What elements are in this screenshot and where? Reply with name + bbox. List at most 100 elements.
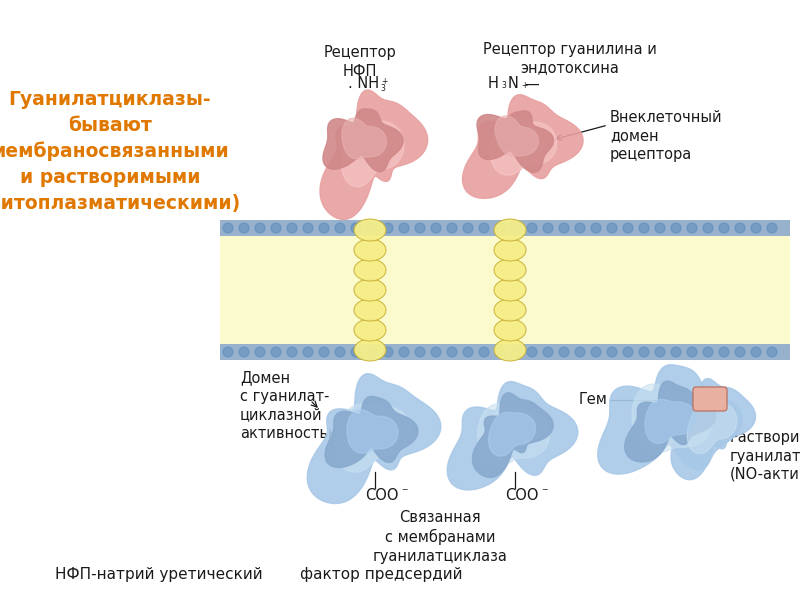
Ellipse shape: [494, 219, 526, 241]
Circle shape: [559, 347, 569, 357]
Polygon shape: [645, 400, 696, 443]
Text: Рецептор
НФП: Рецептор НФП: [324, 45, 396, 79]
Text: Гем: Гем: [579, 392, 608, 407]
Circle shape: [335, 223, 345, 233]
Text: COO: COO: [505, 487, 538, 503]
Circle shape: [463, 347, 473, 357]
Circle shape: [719, 223, 729, 233]
Polygon shape: [632, 384, 712, 453]
Text: $_3$: $_3$: [501, 80, 507, 92]
Circle shape: [607, 223, 617, 233]
Circle shape: [719, 347, 729, 357]
Ellipse shape: [494, 259, 526, 281]
Circle shape: [511, 347, 521, 357]
Circle shape: [319, 223, 329, 233]
Circle shape: [767, 347, 777, 357]
Polygon shape: [342, 120, 404, 187]
Circle shape: [623, 347, 633, 357]
Circle shape: [463, 223, 473, 233]
Ellipse shape: [354, 219, 386, 241]
Polygon shape: [671, 379, 755, 479]
Circle shape: [223, 347, 233, 357]
Text: $^-$: $^-$: [400, 487, 410, 497]
Circle shape: [751, 223, 761, 233]
Circle shape: [687, 223, 697, 233]
Circle shape: [591, 347, 601, 357]
Circle shape: [703, 223, 713, 233]
Circle shape: [479, 347, 489, 357]
Circle shape: [303, 347, 313, 357]
Polygon shape: [347, 410, 398, 453]
Text: Рецептор гуанилина и
эндотоксина: Рецептор гуанилина и эндотоксина: [483, 42, 657, 76]
Circle shape: [639, 223, 649, 233]
Circle shape: [239, 223, 249, 233]
Text: Внеклеточный
домен
рецептора: Внеклеточный домен рецептора: [610, 110, 722, 162]
Polygon shape: [490, 118, 557, 175]
Circle shape: [751, 347, 761, 357]
Circle shape: [287, 223, 297, 233]
Text: . NH: . NH: [348, 76, 379, 91]
Circle shape: [527, 223, 537, 233]
Circle shape: [527, 347, 537, 357]
Circle shape: [431, 347, 441, 357]
Circle shape: [479, 223, 489, 233]
Polygon shape: [307, 374, 441, 503]
Circle shape: [255, 223, 265, 233]
Circle shape: [399, 347, 409, 357]
Text: фактор предсердий: фактор предсердий: [300, 567, 462, 582]
Circle shape: [575, 223, 585, 233]
Polygon shape: [489, 412, 535, 456]
Polygon shape: [320, 90, 428, 220]
Circle shape: [671, 223, 681, 233]
Circle shape: [351, 347, 361, 357]
Circle shape: [415, 347, 425, 357]
Circle shape: [319, 347, 329, 357]
Polygon shape: [477, 111, 554, 172]
Circle shape: [335, 347, 345, 357]
Text: COO: COO: [365, 487, 398, 503]
FancyBboxPatch shape: [693, 387, 727, 411]
Circle shape: [223, 223, 233, 233]
Ellipse shape: [494, 239, 526, 261]
Ellipse shape: [354, 319, 386, 341]
Text: $^+_3$: $^+_3$: [380, 77, 390, 95]
Polygon shape: [687, 402, 737, 454]
Text: Fe: Fe: [695, 394, 713, 407]
Text: $^+$: $^+$: [520, 81, 530, 91]
Circle shape: [623, 223, 633, 233]
Ellipse shape: [494, 279, 526, 301]
Circle shape: [271, 223, 281, 233]
Polygon shape: [447, 382, 578, 490]
Text: —: —: [524, 76, 538, 91]
Circle shape: [591, 223, 601, 233]
Circle shape: [447, 347, 457, 357]
Polygon shape: [473, 393, 554, 478]
Text: НФП-натрий уретический: НФП-натрий уретический: [55, 567, 262, 582]
Text: Гуанилатциклазы-
бывают
мембраносвязанными
и растворимыми
(цитоплазматическими): Гуанилатциклазы- бывают мембраносвязанны…: [0, 90, 241, 213]
Circle shape: [543, 223, 553, 233]
Circle shape: [383, 223, 393, 233]
Circle shape: [575, 347, 585, 357]
Circle shape: [735, 347, 745, 357]
Ellipse shape: [354, 279, 386, 301]
Circle shape: [655, 347, 665, 357]
Polygon shape: [323, 109, 403, 172]
Circle shape: [303, 223, 313, 233]
Ellipse shape: [494, 339, 526, 361]
Polygon shape: [598, 365, 742, 474]
Text: Домен
с гуанилат-
циклазной
активностью: Домен с гуанилат- циклазной активностью: [240, 370, 340, 441]
Circle shape: [655, 223, 665, 233]
Circle shape: [367, 347, 377, 357]
Circle shape: [415, 223, 425, 233]
Ellipse shape: [494, 319, 526, 341]
Circle shape: [687, 347, 697, 357]
Circle shape: [287, 347, 297, 357]
Text: $^-$: $^-$: [540, 487, 550, 497]
Circle shape: [399, 223, 409, 233]
Circle shape: [607, 347, 617, 357]
Circle shape: [639, 347, 649, 357]
Circle shape: [447, 223, 457, 233]
Bar: [220, 220, 790, 360]
Bar: [220, 220, 790, 236]
Polygon shape: [478, 404, 550, 467]
